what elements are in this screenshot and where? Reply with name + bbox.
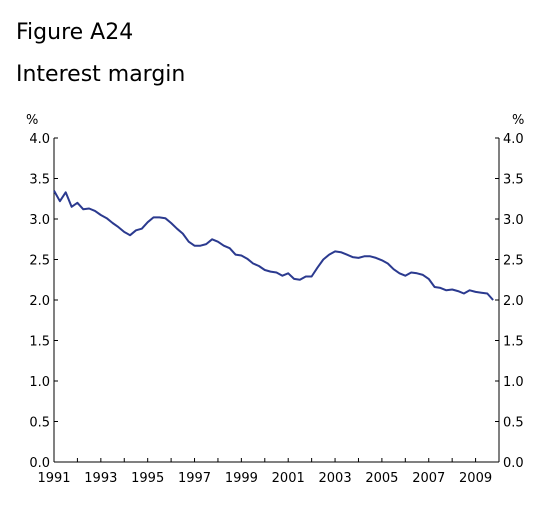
y-tick-label-left: 1.5 [29, 335, 50, 350]
x-tick-label: 1995 [131, 471, 164, 486]
y-tick-label-left: 2.5 [29, 254, 50, 269]
y-tick-label-right: 3.0 [503, 213, 524, 228]
y-tick-label-right: 1.0 [503, 375, 524, 390]
series-line-interest-margin [53, 190, 494, 301]
y-tick-label-left: 0.5 [29, 416, 50, 431]
x-tick-label: 1999 [225, 471, 258, 486]
y-tick-label-right: 0.5 [503, 416, 524, 431]
y-unit-label-right: % [512, 113, 524, 128]
y-tick-label-left: 4.0 [29, 132, 50, 147]
x-tick-label: 2007 [412, 471, 445, 486]
y-tick-label-left: 1.0 [29, 375, 50, 390]
x-tick-label: 1993 [84, 471, 117, 486]
x-tick-label: 2005 [365, 471, 398, 486]
y-unit-label-left: % [26, 113, 38, 128]
x-tick-label: 2009 [459, 471, 492, 486]
x-tick-label: 1991 [37, 471, 70, 486]
y-tick-label-right: 3.5 [503, 173, 524, 188]
y-tick-label-right: 2.5 [503, 254, 524, 269]
y-tick-label-right: 1.5 [503, 335, 524, 350]
y-tick-label-left: 2.0 [29, 294, 50, 309]
x-tick-label: 2001 [272, 471, 305, 486]
y-tick-label-left: 0.0 [29, 456, 50, 471]
figure-label: Figure A24 [16, 20, 134, 45]
chart-title: Interest margin [16, 62, 186, 87]
y-tick-label-left: 3.0 [29, 213, 50, 228]
y-tick-label-right: 4.0 [503, 132, 524, 147]
x-tick-label: 2003 [319, 471, 352, 486]
y-tick-label-right: 2.0 [503, 294, 524, 309]
x-tick-label: 1997 [178, 471, 211, 486]
y-tick-label-left: 3.5 [29, 173, 50, 188]
y-tick-label-right: 0.0 [503, 456, 524, 471]
